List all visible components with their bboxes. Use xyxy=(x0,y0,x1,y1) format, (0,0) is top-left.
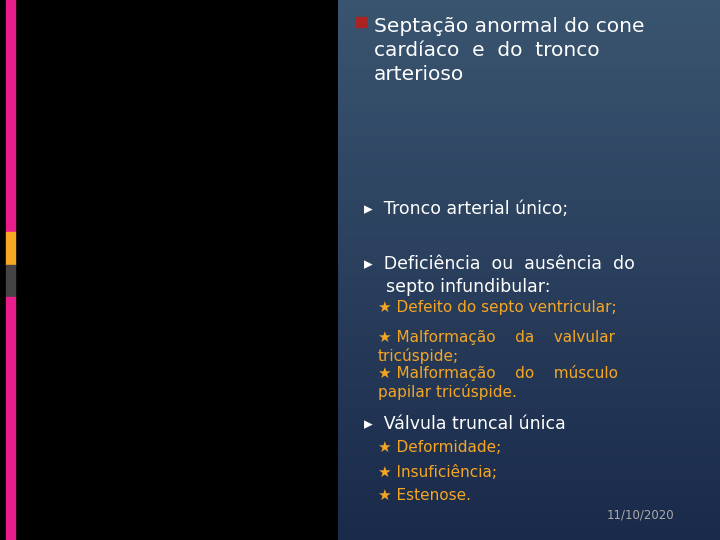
Bar xyxy=(6,297,15,540)
Text: ▸  Tronco arterial único;: ▸ Tronco arterial único; xyxy=(364,200,568,218)
Text: ★ Defeito do septo ventricular;: ★ Defeito do septo ventricular; xyxy=(378,300,616,315)
Text: ★ Insuficiência;: ★ Insuficiência; xyxy=(378,465,497,480)
Text: ★ Estenose.: ★ Estenose. xyxy=(378,488,471,503)
Bar xyxy=(6,0,15,232)
Bar xyxy=(356,17,366,27)
Bar xyxy=(6,232,15,265)
Text: 11/10/2020: 11/10/2020 xyxy=(606,509,674,522)
Text: ★ Deformidade;: ★ Deformidade; xyxy=(378,440,501,455)
Text: ★ Malformação    do    músculo
papilar tricúspide.: ★ Malformação do músculo papilar tricúsp… xyxy=(378,365,618,400)
Text: ▸  Válvula truncal única: ▸ Válvula truncal única xyxy=(364,415,566,433)
Text: ★ Malformação    da    valvular
tricúspide;: ★ Malformação da valvular tricúspide; xyxy=(378,330,615,364)
Bar xyxy=(6,265,15,297)
Bar xyxy=(0,0,338,540)
Text: ▸  Deficiência  ou  ausência  do
    septo infundibular:: ▸ Deficiência ou ausência do septo infun… xyxy=(364,255,635,296)
Text: Septação anormal do cone
cardíaco  e  do  tronco
arterioso: Septação anormal do cone cardíaco e do t… xyxy=(374,17,644,84)
